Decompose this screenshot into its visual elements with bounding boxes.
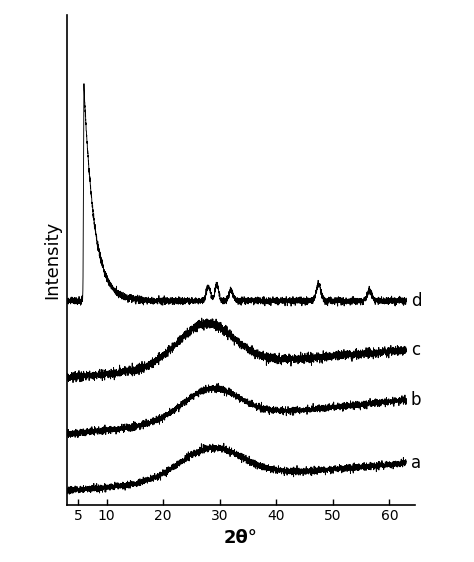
Text: b: b — [411, 391, 421, 409]
Text: c: c — [411, 342, 420, 360]
X-axis label: 2θ°: 2θ° — [224, 529, 258, 547]
Text: a: a — [411, 454, 421, 472]
Text: d: d — [411, 292, 421, 310]
Y-axis label: Intensity: Intensity — [44, 221, 62, 299]
